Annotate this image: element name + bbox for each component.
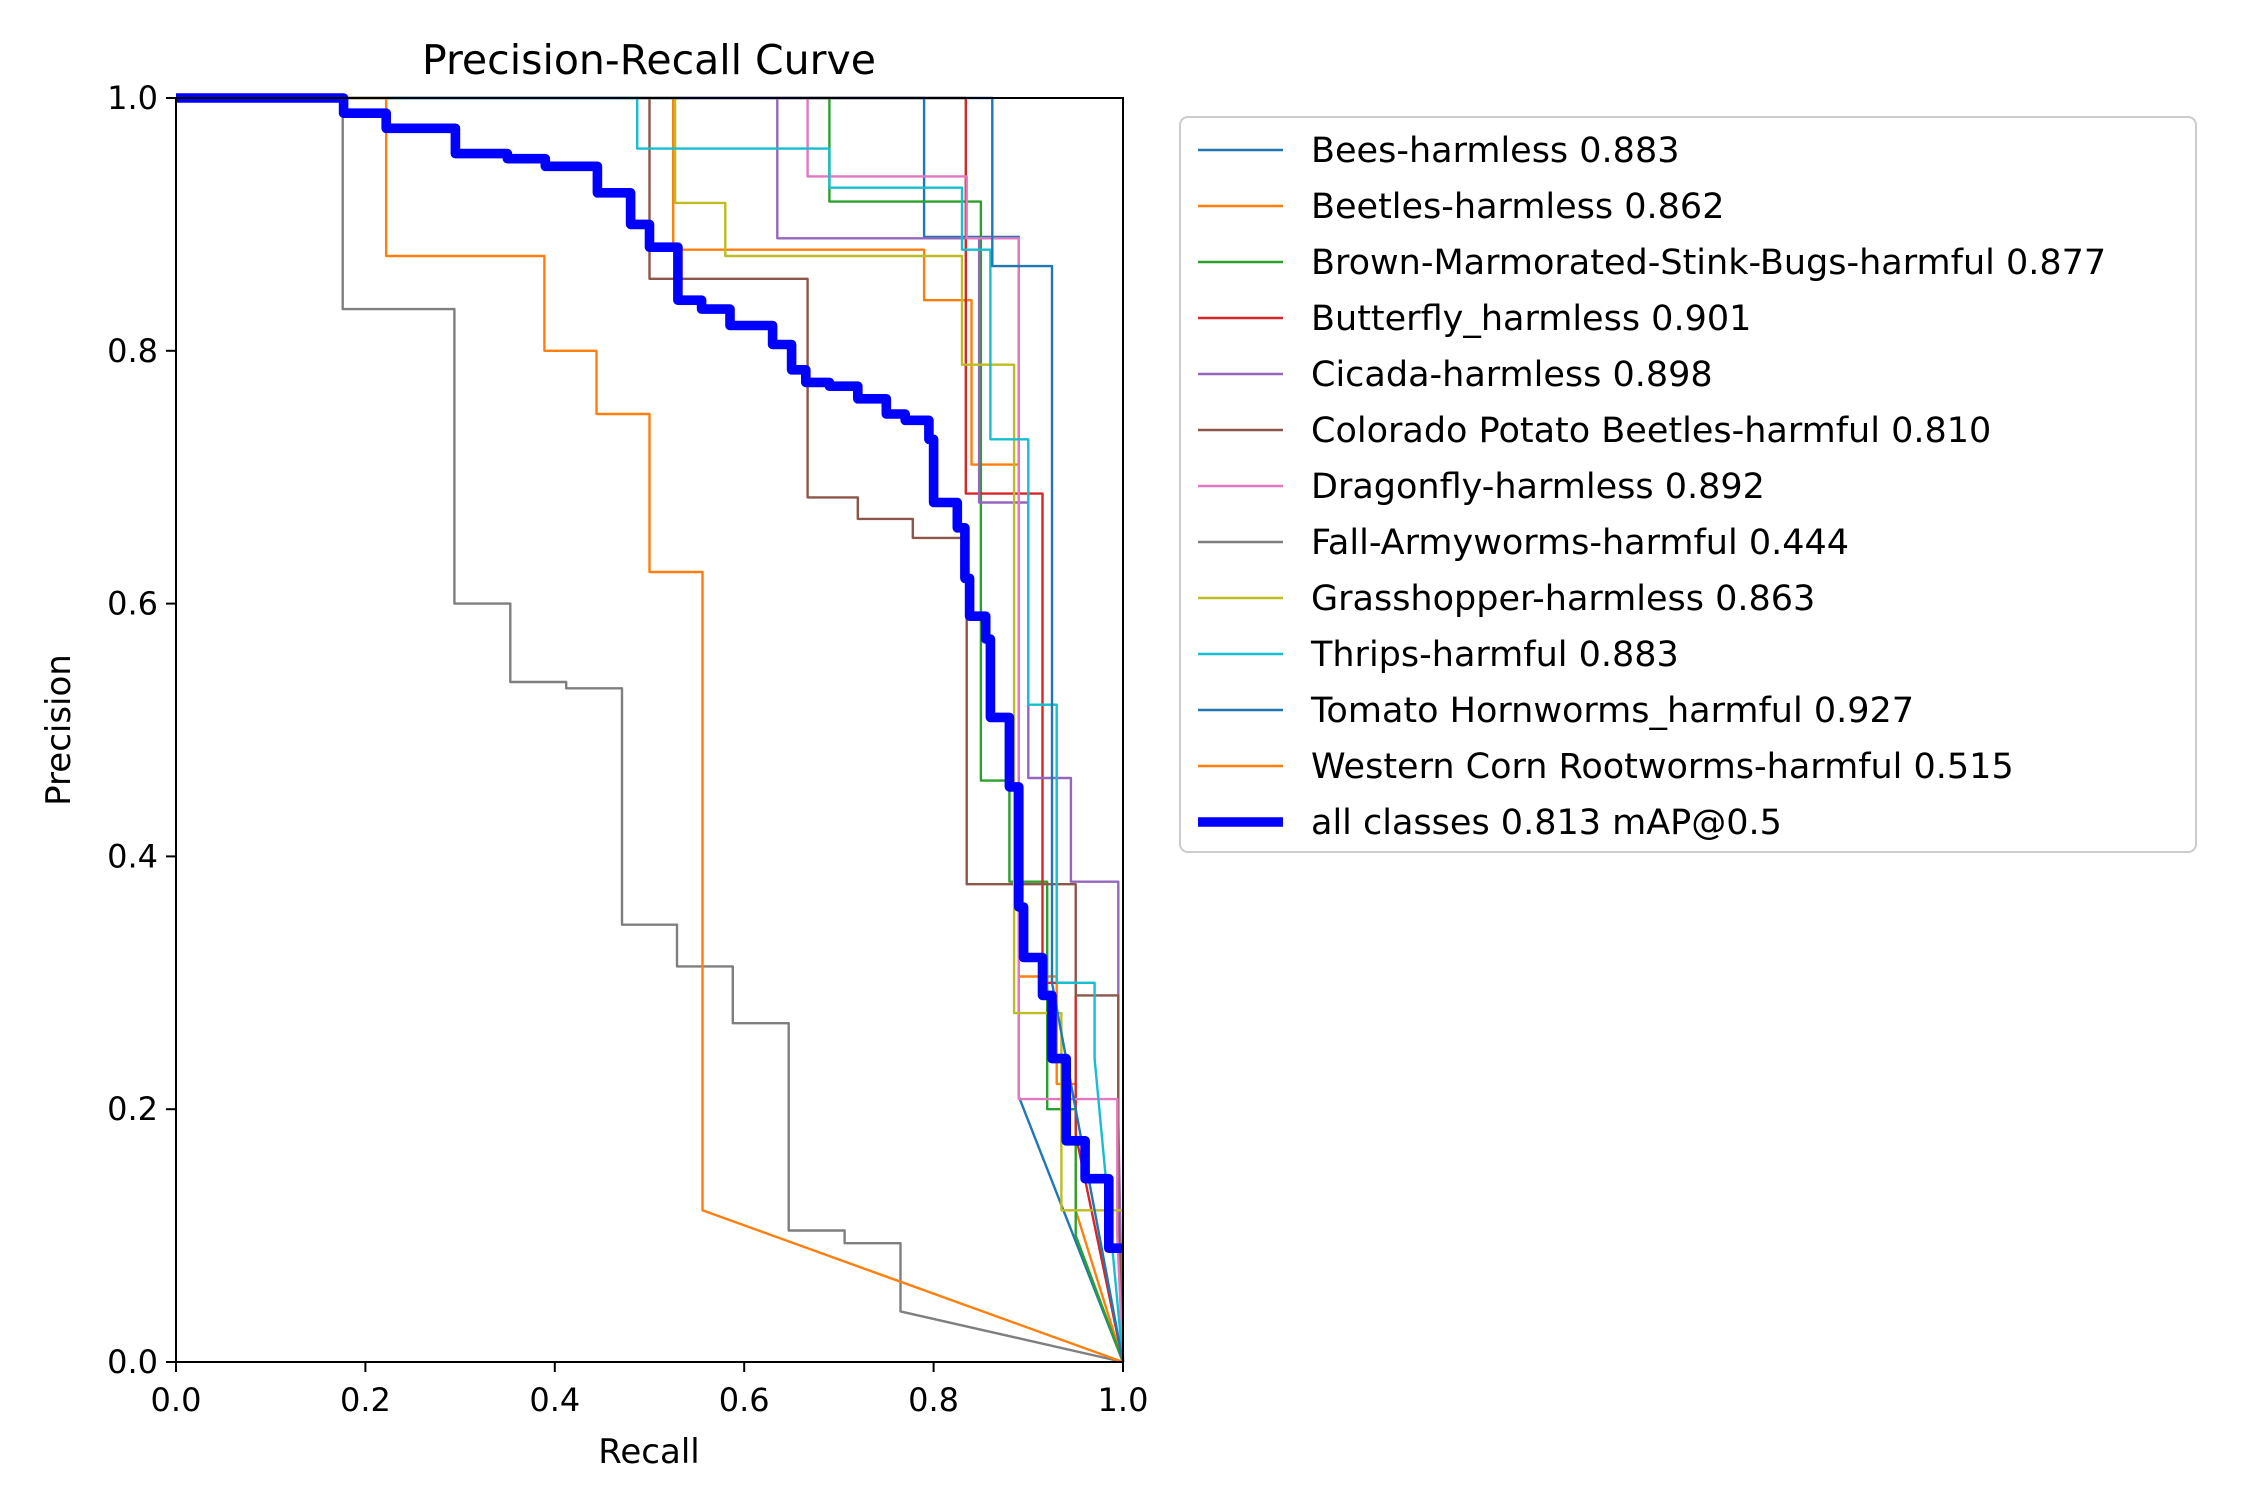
series-line-9 — [176, 96, 1125, 1363]
legend-label-10: Tomato Hornworms_harmful 0.927 — [1310, 691, 1914, 731]
legend-frame — [1179, 116, 2197, 853]
chart-title: Precision-Recall Curve — [422, 36, 876, 84]
y-tick-label: 0.2 — [107, 1090, 158, 1128]
legend-label-12: all classes 0.813 mAP@0.5 — [1311, 803, 1782, 843]
series-layer — [176, 93, 1125, 1364]
legend-label-4: Cicada-harmless 0.898 — [1311, 355, 1713, 395]
y-axis: 0.0 0.2 0.4 0.6 0.8 1.0 — [107, 79, 176, 1381]
x-axis-label: Recall — [598, 1432, 699, 1472]
legend-label-7: Fall-Armyworms-harmful 0.444 — [1311, 523, 1849, 563]
series-line-7 — [176, 96, 1124, 1364]
y-axis-label: Precision — [39, 654, 79, 806]
x-tick-label: 0.2 — [340, 1381, 391, 1419]
x-axis: 0.0 0.2 0.4 0.6 0.8 1.0 — [151, 1362, 1149, 1419]
y-tick-label: 0.6 — [107, 585, 158, 623]
legend-items: Bees-harmless 0.883 Beetles-harmless 0.86… — [1198, 131, 2106, 843]
series-line-8 — [176, 96, 1123, 1212]
y-tick-label: 0.0 — [107, 1343, 158, 1381]
legend-label-9: Thrips-harmful 0.883 — [1310, 635, 1679, 675]
legend-label-8: Grasshopper-harmless 0.863 — [1311, 579, 1815, 619]
legend-label-2: Brown-Marmorated-Stink-Bugs-harmful 0.87… — [1311, 243, 2106, 283]
x-tick-label: 0.0 — [151, 1381, 202, 1419]
legend-label-0: Bees-harmless 0.883 — [1311, 131, 1680, 171]
x-tick-label: 0.4 — [529, 1381, 580, 1419]
series-line-5 — [176, 96, 1125, 1363]
legend-label-11: Western Corn Rootworms-harmful 0.515 — [1311, 747, 2014, 787]
legend: Bees-harmless 0.883 Beetles-harmless 0.86… — [1179, 116, 2197, 853]
legend-label-1: Beetles-harmless 0.862 — [1311, 187, 1724, 227]
y-tick-label: 1.0 — [107, 79, 158, 117]
x-tick-label: 1.0 — [1098, 1381, 1149, 1419]
legend-label-3: Butterfly_harmless 0.901 — [1311, 299, 1751, 339]
x-tick-label: 0.6 — [719, 1381, 770, 1419]
plot-frame — [175, 97, 1124, 1363]
legend-label-5: Colorado Potato Beetles-harmful 0.810 — [1311, 411, 1991, 451]
y-tick-label: 0.4 — [107, 837, 158, 875]
legend-label-6: Dragonfly-harmless 0.892 — [1311, 467, 1765, 507]
plot-area — [176, 93, 1125, 1364]
series-line-11 — [176, 96, 1124, 1364]
series-line-12 — [176, 93, 1123, 1253]
y-tick-label: 0.8 — [107, 332, 158, 370]
x-tick-label: 0.8 — [908, 1381, 959, 1419]
